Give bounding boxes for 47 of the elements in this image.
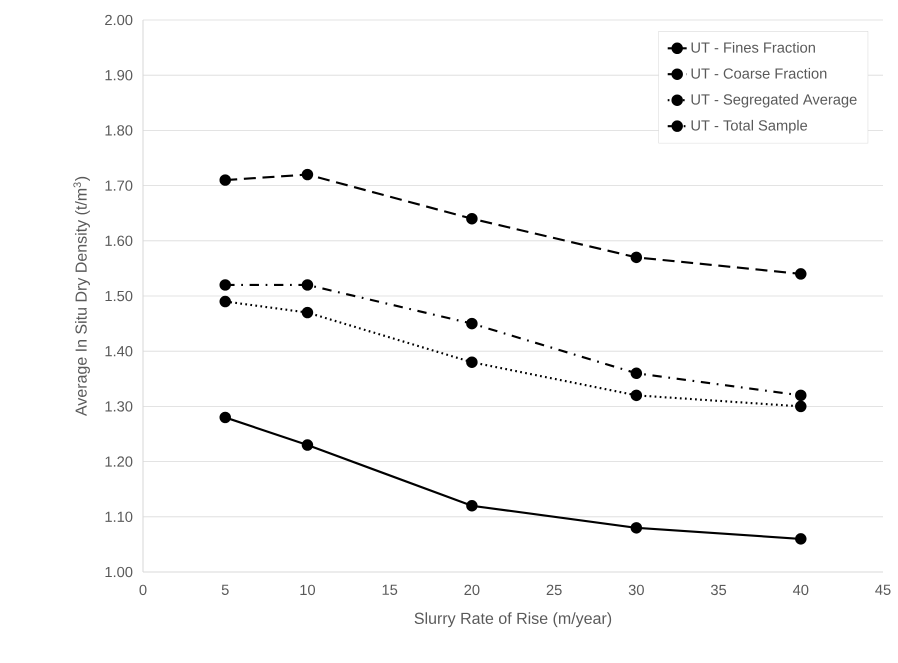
point xyxy=(630,390,642,402)
y-tick-label: 1.70 xyxy=(106,180,132,191)
x-tick-label: 10 xyxy=(300,584,316,596)
point xyxy=(219,174,231,186)
x-axis-title: Slurry Rate of Rise (m/year) xyxy=(414,612,612,628)
y-tick-label: 1.60 xyxy=(106,236,132,246)
y-tick-label: 2.00 xyxy=(105,14,132,26)
point xyxy=(466,212,478,224)
legend-label: UT - Segregated Average xyxy=(692,94,857,108)
x-tick-label: 15 xyxy=(382,584,398,595)
point xyxy=(219,412,231,424)
x-tick-label: 25 xyxy=(546,584,562,596)
x-tick-label: 40 xyxy=(792,584,808,596)
point xyxy=(795,390,807,402)
x-tick-label: 20 xyxy=(464,584,480,596)
point xyxy=(302,279,314,291)
x-tick-label: 30 xyxy=(628,584,644,596)
point xyxy=(302,306,314,318)
point xyxy=(302,439,314,451)
y-tick-label: 1.40 xyxy=(106,346,132,356)
legend-label: UT - Coarse Fraction xyxy=(692,68,826,79)
point xyxy=(630,252,642,264)
legend-label: UT - Total Sample xyxy=(692,120,808,134)
point xyxy=(219,279,231,291)
point xyxy=(466,356,478,368)
point xyxy=(219,296,231,308)
legend-label: UT - Fines Fraction xyxy=(692,42,815,53)
point xyxy=(466,500,478,512)
y-tick-label: 1.50 xyxy=(106,290,132,302)
y-tick-label: 1.90 xyxy=(106,70,132,80)
point xyxy=(630,368,642,380)
y-tick-label: 1.00 xyxy=(106,566,132,578)
x-tick-label: 35 xyxy=(710,584,726,596)
point xyxy=(795,268,807,280)
y-tick-label: 1.30 xyxy=(106,401,132,412)
point xyxy=(795,533,807,545)
point xyxy=(630,522,642,534)
x-tick-label: 5 xyxy=(222,584,229,595)
y-tick-label: 1.10 xyxy=(106,512,132,522)
y-tick-label: 1.20 xyxy=(106,456,132,467)
point xyxy=(466,318,478,330)
x-tick-label: 45 xyxy=(875,584,891,595)
point xyxy=(795,400,807,412)
y-axis-title: Average In Situ Dry Density (t/m$^{3}$) xyxy=(73,176,90,416)
point xyxy=(302,168,314,180)
x-tick-label: 0 xyxy=(139,584,146,596)
y-tick-label: 1.80 xyxy=(106,125,132,136)
